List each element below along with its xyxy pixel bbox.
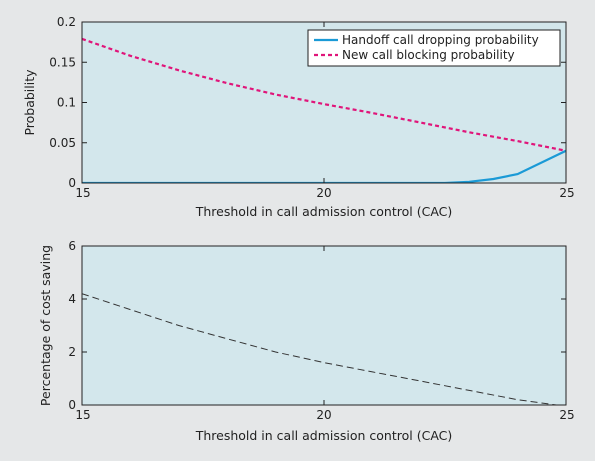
y-tick-label: 4 (68, 292, 76, 306)
legend-box (307, 29, 561, 67)
x-tick-label: 25 (559, 408, 574, 422)
x-tick-label: 15 (75, 408, 90, 422)
y-tick-label: 2 (68, 345, 76, 359)
y-tick-label: 6 (68, 239, 76, 253)
x-axis-label: Threshold in call admission control (CAC… (195, 204, 453, 219)
y-tick-label: 0.1 (57, 96, 76, 110)
x-tick-label: 25 (559, 186, 574, 200)
y-tick-label: 0 (68, 176, 76, 190)
plot-area (82, 246, 566, 405)
y-tick-label: 0.15 (49, 55, 76, 69)
x-tick-label: 20 (316, 408, 331, 422)
y-axis-label: Probability (22, 69, 37, 136)
handoff-call-dropping-probability-line (82, 149, 566, 183)
probability-chart: 0 0.05 0.1 0.15 0.2 15 20 25 Threshold in call a… (22, 15, 575, 219)
x-tick-label: 20 (316, 186, 331, 200)
x-axis-label: Threshold in call admission control (CAC… (195, 428, 453, 443)
new-call-blocking-probability-line (82, 37, 566, 152)
legend-label: Handoff call dropping probability (342, 33, 539, 47)
cost-saving-chart: 0 2 4 6 15 20 25 Threshold in call admission co… (38, 239, 575, 443)
y-tick-label: 0.2 (57, 15, 76, 29)
y-tick-label: 0.05 (49, 136, 76, 150)
x-tick-label: 15 (75, 186, 90, 200)
y-tick-label: 0 (68, 398, 76, 412)
y-axis-label: Percentage of cost saving (38, 245, 53, 406)
legend-label: New call blocking probability (342, 48, 515, 62)
